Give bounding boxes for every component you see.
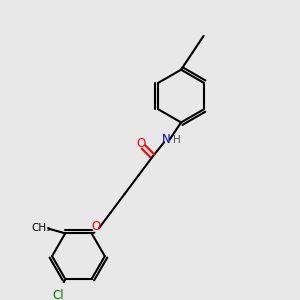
Text: O: O — [92, 220, 101, 232]
Text: H: H — [173, 135, 181, 145]
Text: Cl: Cl — [52, 290, 64, 300]
Text: CH₃: CH₃ — [31, 223, 50, 233]
Text: N: N — [162, 133, 170, 146]
Text: O: O — [136, 136, 145, 150]
